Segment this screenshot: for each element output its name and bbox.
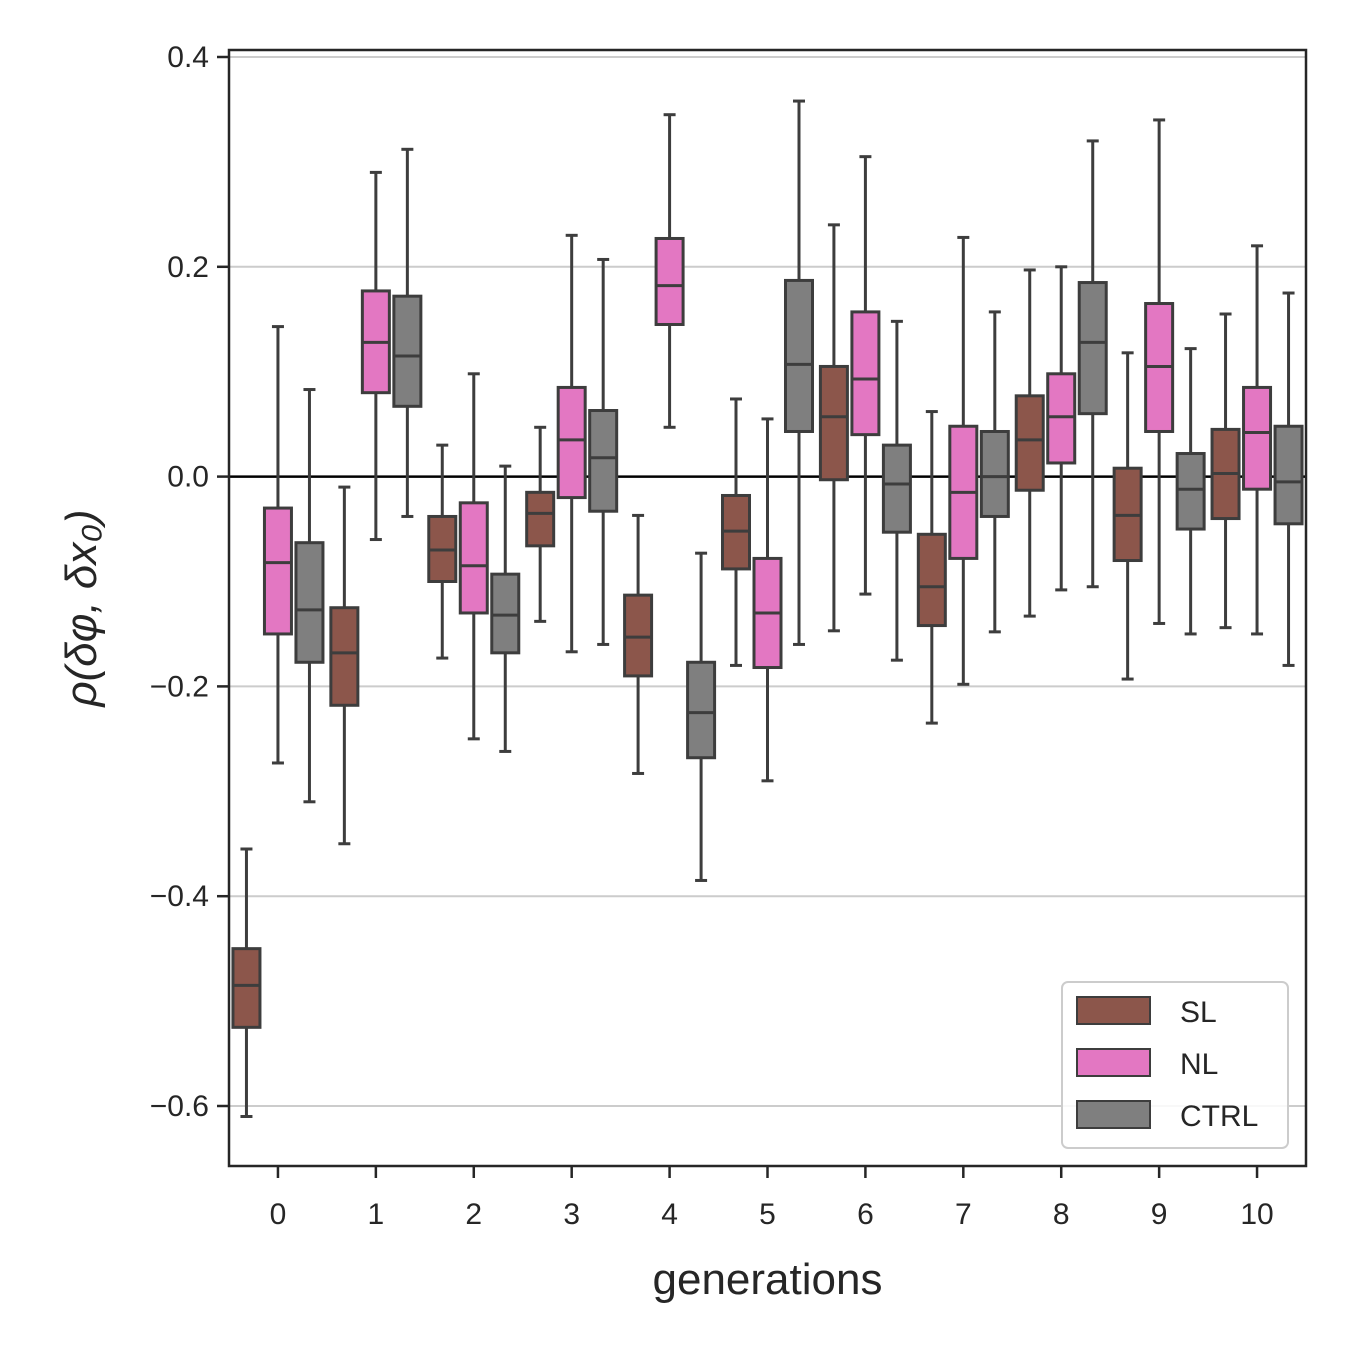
box-sl-gen-9	[1112, 351, 1143, 681]
iqr-box	[329, 606, 360, 707]
iqr-box	[784, 278, 814, 433]
x-tick-label: 10	[1240, 1198, 1273, 1231]
box-ctrl-gen-6	[881, 319, 912, 662]
box-sl-gen-7	[916, 410, 947, 725]
box-ctrl-gen-10	[1273, 291, 1304, 667]
box-ctrl-gen-2	[490, 464, 521, 753]
box-nl-gen-10	[1242, 244, 1273, 636]
box-sl-gen-8	[1014, 268, 1045, 618]
box-nl-gen-2	[458, 372, 489, 741]
box-nl-gen-0	[262, 325, 293, 765]
box-nl-gen-5	[752, 417, 783, 783]
box-ctrl-gen-5	[784, 99, 814, 646]
legend-label: CTRL	[1180, 1100, 1258, 1133]
box-sl-gen-1	[329, 485, 360, 846]
iqr-box	[916, 532, 947, 628]
box-ctrl-gen-1	[392, 147, 423, 518]
y-axis-ticks: 0.4 0.2 0.0 −0.2 −0.4 −0.6	[150, 41, 229, 1123]
iqr-box	[490, 572, 521, 655]
x-tick-label: 4	[661, 1198, 678, 1231]
iqr-box	[458, 501, 489, 615]
legend-swatch	[1076, 1100, 1151, 1129]
y-tick-label: 0.4	[167, 41, 209, 74]
iqr-box	[686, 660, 717, 760]
series-ctrl	[294, 99, 1304, 882]
legend-label: NL	[1180, 1048, 1218, 1081]
iqr-box	[1014, 394, 1045, 492]
x-tick-label: 9	[1151, 1198, 1168, 1231]
iqr-box	[1273, 424, 1304, 526]
iqr-box	[1046, 372, 1077, 465]
legend-entry-nl: NL	[1076, 1048, 1218, 1081]
iqr-box	[818, 364, 849, 482]
series-nl	[262, 113, 1273, 783]
iqr-box	[525, 490, 556, 548]
box-ctrl-gen-4	[686, 551, 717, 882]
box-sl-gen-4	[623, 513, 654, 775]
iqr-box	[623, 593, 654, 678]
iqr-box	[1077, 281, 1108, 416]
legend-entry-ctrl: CTRL	[1076, 1100, 1258, 1133]
iqr-box	[1242, 385, 1273, 491]
x-tick-label: 0	[270, 1198, 287, 1231]
legend-entry-sl: SL	[1076, 996, 1217, 1029]
legend-swatch	[1076, 1048, 1151, 1077]
box-ctrl-gen-0	[294, 388, 325, 804]
iqr-box	[231, 947, 262, 1029]
box-sl-gen-5	[721, 397, 751, 667]
box-nl-gen-3	[556, 233, 587, 654]
x-axis-ticks: 0 1 2 3 4 5 6 7 8 9 10	[270, 1166, 1274, 1231]
legend-label: SL	[1180, 996, 1217, 1029]
y-tick-label: −0.6	[150, 1090, 209, 1123]
box-ctrl-gen-8	[1077, 139, 1108, 589]
box-nl-gen-8	[1046, 265, 1077, 592]
y-tick-label: 0.0	[167, 461, 209, 494]
legend-swatch	[1076, 996, 1151, 1025]
box-sl-gen-10	[1210, 312, 1241, 630]
box-ctrl-gen-3	[588, 257, 619, 646]
box-sl-gen-3	[525, 425, 556, 623]
y-tick-label: −0.2	[150, 670, 209, 703]
box-nl-gen-4	[654, 113, 685, 429]
iqr-box	[850, 310, 881, 437]
x-tick-label: 2	[465, 1198, 482, 1231]
iqr-box	[556, 385, 587, 500]
y-tick-label: 0.2	[167, 251, 209, 284]
x-axis-label: generations	[653, 1255, 883, 1304]
iqr-box	[979, 429, 1010, 518]
iqr-box	[1175, 452, 1206, 531]
box-nl-gen-1	[360, 170, 391, 542]
box-ctrl-gen-7	[979, 310, 1010, 634]
box-nl-gen-9	[1144, 118, 1175, 625]
x-tick-label: 7	[955, 1198, 972, 1231]
box-sl-gen-0	[231, 847, 262, 1118]
box-nl-gen-7	[948, 235, 979, 686]
x-tick-label: 5	[759, 1198, 776, 1231]
x-tick-label: 8	[1053, 1198, 1070, 1231]
x-tick-label: 6	[857, 1198, 874, 1231]
iqr-box	[654, 236, 685, 326]
box-nl-gen-6	[850, 155, 881, 596]
x-tick-label: 3	[563, 1198, 580, 1231]
x-tick-label: 1	[368, 1198, 385, 1231]
box-sl-gen-6	[818, 223, 849, 633]
box-ctrl-gen-9	[1175, 347, 1206, 636]
series-sl	[231, 223, 1241, 1118]
y-tick-label: −0.4	[150, 880, 209, 913]
iqr-box	[881, 443, 912, 534]
legend: SL NL CTRL	[1061, 981, 1289, 1149]
iqr-box	[588, 409, 619, 513]
iqr-box	[392, 294, 423, 408]
iqr-box	[294, 541, 325, 664]
box-layer	[231, 99, 1304, 1118]
y-axis-label: ρ(δφ, δx₀)	[57, 509, 106, 708]
box-sl-gen-2	[427, 443, 458, 660]
iqr-box	[262, 506, 293, 636]
